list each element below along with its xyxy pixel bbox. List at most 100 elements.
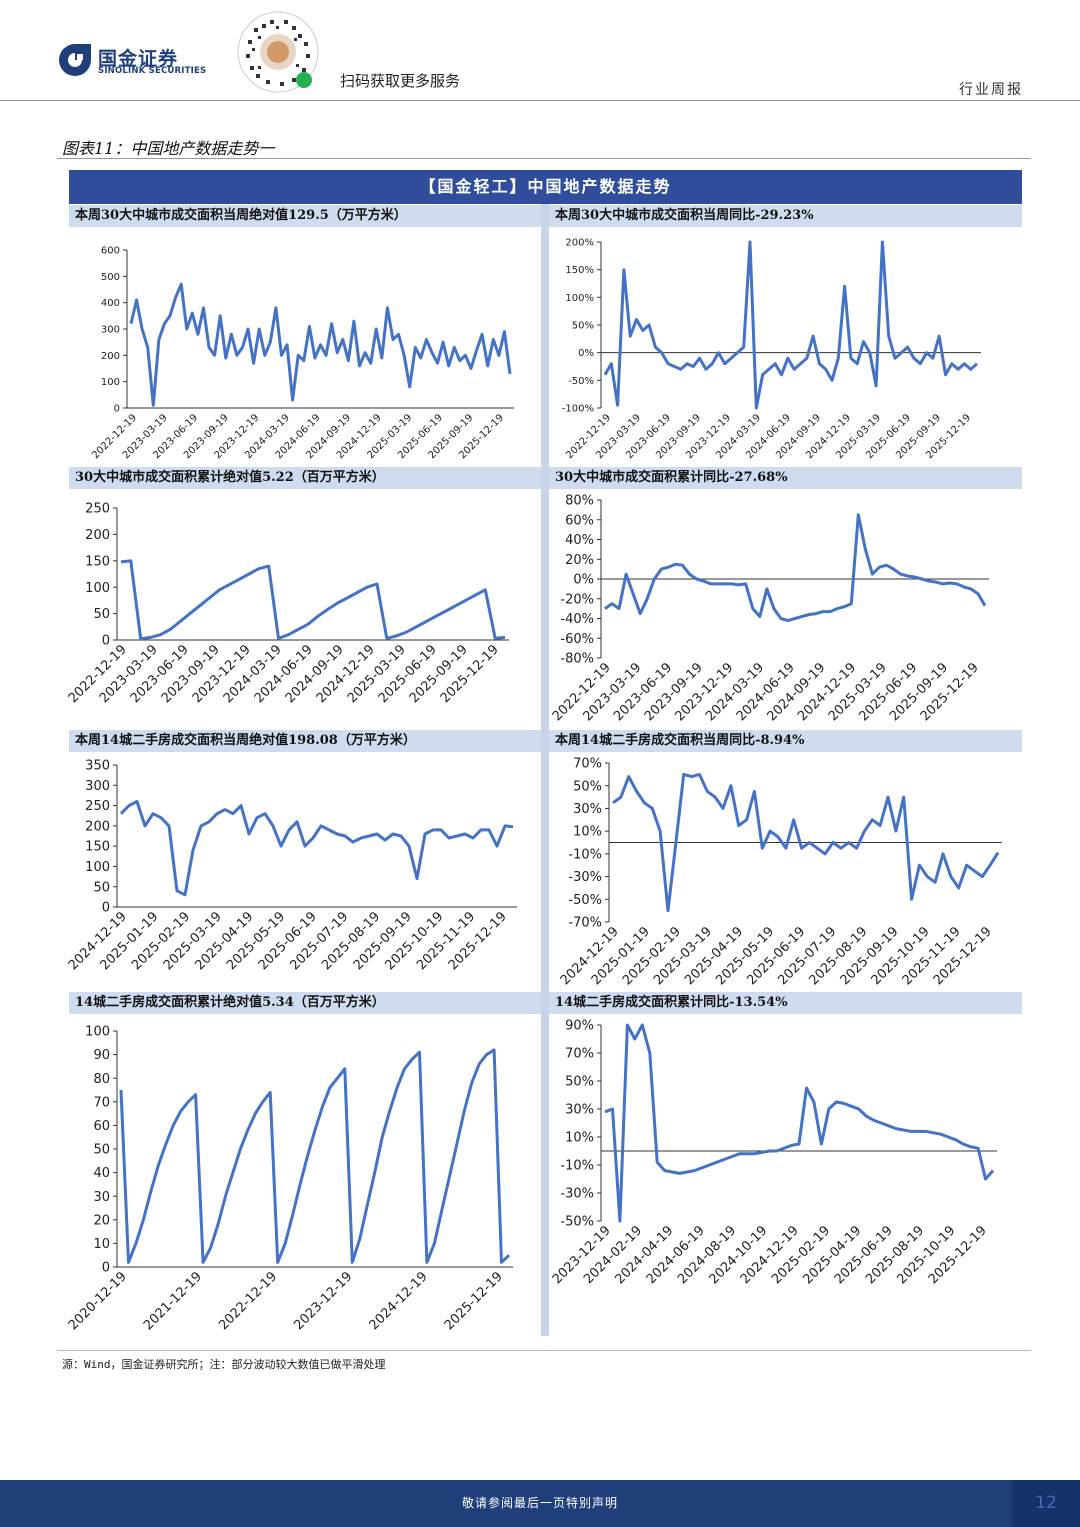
y-tick-label: 0% — [573, 573, 594, 588]
page-number-box — [1012, 1480, 1080, 1527]
y-tick-label: 90% — [565, 1019, 594, 1034]
y-tick-label: 100 — [85, 1025, 110, 1040]
y-tick-label: -50% — [568, 893, 602, 908]
y-tick-label: 50% — [572, 321, 594, 332]
y-tick-label: 150 — [85, 554, 110, 569]
y-tick-label: 50% — [573, 779, 602, 794]
chart-2-title: 本周30大中城市成交面积当周同比-29.23% — [549, 205, 1022, 227]
chart-3-title: 30大中城市成交面积累计绝对值5.22（百万平方米） — [69, 467, 541, 489]
series-line — [603, 240, 978, 410]
chart-6-title: 本周14城二手房成交面积当周同比-8.94% — [549, 730, 1022, 752]
chart-1: 01002003004005006002022-12-192023-03-192… — [90, 246, 514, 461]
y-tick-label: 50% — [565, 1075, 594, 1090]
y-tick-label: 250 — [85, 502, 110, 517]
y-tick-label: 70% — [573, 757, 602, 772]
chart-8-title: 14城二手房成交面积累计同比-13.54% — [549, 992, 1022, 1014]
y-tick-label: 30% — [573, 802, 602, 817]
y-tick-label: 100 — [101, 377, 120, 388]
chart-8: -50%-30%-10%10%30%50%70%90%2023-12-19202… — [550, 1019, 997, 1287]
series-line — [129, 282, 512, 407]
y-tick-label: -10% — [568, 847, 602, 862]
x-tick-label: 2025-12-19 — [442, 1269, 506, 1333]
chart-7: 0 10 20 30 40 50 60 70 80 90 100 2020-12-19 2021-12-… — [66, 1025, 513, 1333]
series-line — [604, 513, 987, 622]
y-tick-label: 400 — [101, 298, 120, 309]
chart-4: -80%-60%-40%-20%0%20%40%60%80%2022-12-19… — [550, 494, 989, 724]
y-tick-label: 0 — [102, 634, 110, 649]
chart-5: 0501001502002503003502024-12-192025-01-1… — [66, 759, 517, 973]
y-tick-label: 300 — [85, 779, 110, 794]
y-tick-label: 500 — [101, 272, 120, 283]
y-tick-label: 30% — [565, 1103, 594, 1118]
y-tick-label: -50% — [560, 1215, 594, 1230]
y-tick-label: 100 — [85, 860, 110, 875]
y-tick-label: -40% — [560, 612, 594, 627]
y-tick-label: -10% — [560, 1159, 594, 1174]
brand-name-cn: 国金证券 — [98, 48, 179, 70]
y-tick-label: -50% — [568, 376, 594, 387]
y-tick-label: 50 — [93, 1143, 110, 1158]
panel-banner-title: 【国金轻工】中国地产数据走势 — [419, 177, 672, 196]
series-line — [120, 559, 506, 641]
y-tick-label: 350 — [85, 759, 110, 774]
series-line — [119, 800, 514, 897]
x-tick-label: 2022-12-19 — [216, 1269, 280, 1333]
x-tick-label: 2023-12-19 — [291, 1269, 355, 1333]
y-tick-label: 40% — [565, 533, 594, 548]
y-tick-label: 70 — [93, 1095, 110, 1110]
y-tick-label: -60% — [560, 632, 594, 647]
series-line — [604, 1023, 995, 1223]
x-tick-label: 2024-12-19 — [367, 1269, 431, 1333]
y-tick-label: -30% — [560, 1187, 594, 1202]
panel-banner — [69, 170, 1022, 204]
y-tick-label: 600 — [101, 246, 120, 257]
y-tick-label: 150% — [565, 265, 594, 276]
y-tick-label: -80% — [560, 652, 594, 667]
chart-5-title: 本周14城二手房成交面积当周绝对值198.08（万平方米） — [69, 730, 541, 752]
panel-column-separator — [541, 204, 549, 1336]
y-tick-label: 50 — [93, 880, 110, 895]
figure-title: 图表11：中国地产数据走势一 — [62, 139, 275, 158]
y-tick-label: 30 — [93, 1190, 110, 1205]
y-tick-label: 150 — [85, 840, 110, 855]
qr-code-icon[interactable] — [234, 8, 322, 96]
footer-disclaimer-link[interactable]: 敬请参阅最后一页特别声明 — [461, 1496, 618, 1510]
y-tick-label: 0 — [102, 1261, 110, 1276]
chart-1-title: 本周30大中城市成交面积当周绝对值129.5（万平方米） — [69, 205, 541, 227]
y-tick-label: 200 — [85, 528, 110, 543]
y-tick-label: 100 — [85, 581, 110, 596]
y-tick-label: -20% — [560, 592, 594, 607]
y-tick-label: 0 — [114, 404, 120, 415]
chart-4-title: 30大中城市成交面积累计同比-27.68% — [549, 467, 1022, 489]
x-tick-label: 2020-12-19 — [66, 1269, 130, 1333]
y-tick-label: 200% — [565, 238, 594, 249]
y-tick-label: 200 — [85, 819, 110, 834]
y-tick-label: -30% — [568, 870, 602, 885]
chart-6: -70%-50%-30%-10%10%30%50%70%2024-12-1920… — [558, 757, 1002, 988]
x-tick-label: 2021-12-19 — [141, 1269, 205, 1333]
y-tick-label: 0 — [102, 901, 110, 916]
y-tick-label: 40 — [93, 1166, 110, 1181]
y-tick-label: 20 — [93, 1213, 110, 1228]
figure-title-divider — [57, 158, 1031, 159]
y-tick-label: 80 — [93, 1072, 110, 1087]
series-line — [612, 772, 1000, 913]
chart-2: -100%-50%0%50%100%150%200%2022-12-192023… — [562, 238, 981, 461]
y-tick-label: 10% — [573, 825, 602, 840]
source-note: 源：Wind，国金证券研究所；注：部分波动较大数值已做平滑处理 — [62, 1358, 386, 1371]
y-tick-label: 60 — [93, 1119, 110, 1134]
header-divider — [0, 100, 1080, 101]
y-tick-label: 80% — [565, 494, 594, 509]
footer-bar — [0, 1480, 1080, 1527]
y-tick-label: 20% — [565, 553, 594, 568]
y-tick-label: 70% — [565, 1047, 594, 1062]
page-number: 12 — [1035, 1493, 1057, 1513]
scan-for-service-text: 扫码获取更多服务 — [340, 72, 461, 90]
sinolink-logo-icon — [59, 44, 91, 76]
y-tick-label: 10 — [93, 1237, 110, 1252]
y-tick-label: 0% — [578, 348, 594, 359]
y-tick-label: 250 — [85, 799, 110, 814]
series-line — [119, 1048, 511, 1264]
y-tick-label: -70% — [568, 916, 602, 931]
y-tick-label: 200 — [101, 351, 120, 362]
